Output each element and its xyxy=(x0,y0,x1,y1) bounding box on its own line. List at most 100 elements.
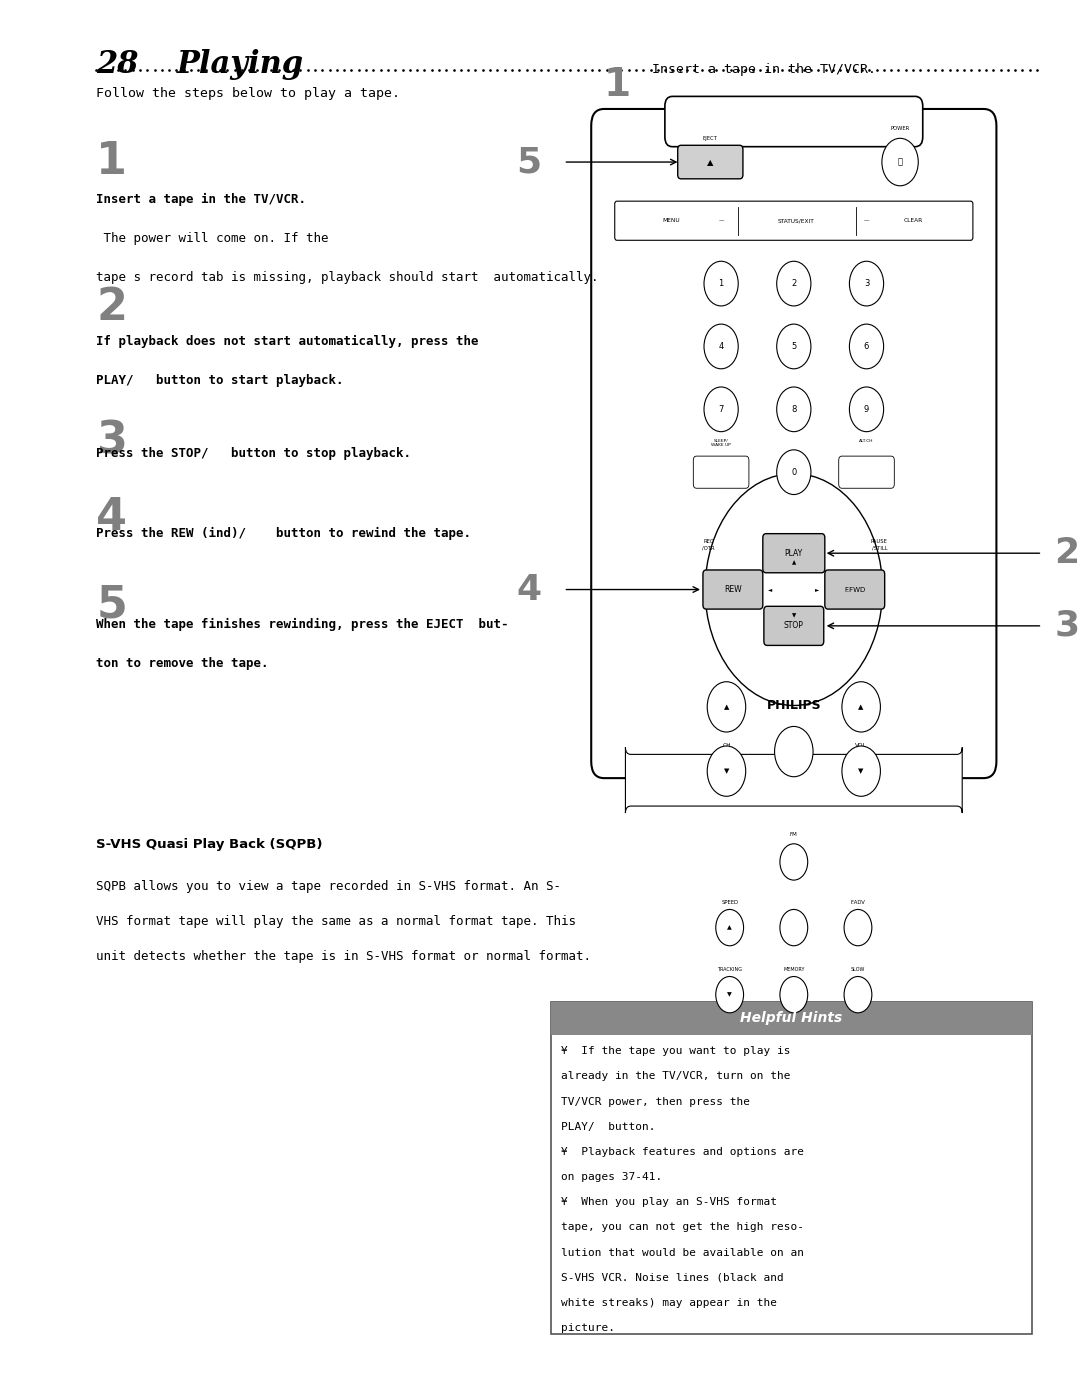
Text: CLEAR: CLEAR xyxy=(904,218,923,224)
Text: PAUSE
/STILL: PAUSE /STILL xyxy=(870,539,888,550)
Text: 4: 4 xyxy=(96,496,127,539)
Text: 3: 3 xyxy=(864,279,869,288)
Text: Playing: Playing xyxy=(176,49,303,80)
Text: MENU: MENU xyxy=(662,218,679,224)
Text: PHILIPS: PHILIPS xyxy=(767,700,821,712)
FancyBboxPatch shape xyxy=(693,455,748,488)
Text: ¥  When you play an S-VHS format: ¥ When you play an S-VHS format xyxy=(562,1197,778,1207)
Text: ALT.CH: ALT.CH xyxy=(860,439,874,443)
Circle shape xyxy=(774,726,813,777)
Text: 9: 9 xyxy=(864,405,869,414)
Text: ▼: ▼ xyxy=(724,768,729,774)
Text: EJECT: EJECT xyxy=(703,136,718,141)
Text: 5: 5 xyxy=(516,145,542,179)
Text: 3: 3 xyxy=(1054,609,1080,643)
Text: SQPB allows you to view a tape recorded in S-VHS format. An S-: SQPB allows you to view a tape recorded … xyxy=(96,880,562,893)
Text: ▲: ▲ xyxy=(724,704,729,710)
Text: VHS format tape will play the same as a normal format tape. This: VHS format tape will play the same as a … xyxy=(96,915,577,928)
FancyBboxPatch shape xyxy=(678,145,743,179)
Text: S-VHS Quasi Play Back (SQPB): S-VHS Quasi Play Back (SQPB) xyxy=(96,838,323,851)
Text: 1: 1 xyxy=(718,279,724,288)
FancyBboxPatch shape xyxy=(825,570,885,609)
Text: ▲: ▲ xyxy=(859,704,864,710)
Text: If playback does not start automatically, press the: If playback does not start automatically… xyxy=(96,335,478,348)
Circle shape xyxy=(704,261,739,306)
Text: Insert a tape in the TV/VCR.: Insert a tape in the TV/VCR. xyxy=(652,63,876,75)
Text: PLAY/  button.: PLAY/ button. xyxy=(562,1122,656,1132)
FancyBboxPatch shape xyxy=(764,606,824,645)
Text: 8: 8 xyxy=(792,405,797,414)
Text: 5: 5 xyxy=(96,584,127,627)
Text: ▲: ▲ xyxy=(727,925,732,930)
Circle shape xyxy=(777,387,811,432)
FancyBboxPatch shape xyxy=(551,1002,1031,1334)
Text: STATUS/EXIT: STATUS/EXIT xyxy=(778,218,814,224)
Text: SLEEP/
WAKE UP: SLEEP/ WAKE UP xyxy=(712,439,731,447)
FancyBboxPatch shape xyxy=(839,455,894,488)
Text: MUTE: MUTE xyxy=(786,781,801,787)
Text: FM: FM xyxy=(789,831,798,837)
Text: 2: 2 xyxy=(96,286,127,330)
Circle shape xyxy=(849,261,883,306)
Text: Press the REW (ind)/    button to rewind the tape.: Press the REW (ind)/ button to rewind th… xyxy=(96,527,471,539)
Text: 2: 2 xyxy=(1054,536,1080,570)
Text: ▲: ▲ xyxy=(792,560,796,566)
Text: SPEED: SPEED xyxy=(721,900,738,905)
Text: 1: 1 xyxy=(604,66,631,103)
Text: tape, you can not get the high reso-: tape, you can not get the high reso- xyxy=(562,1222,805,1232)
Text: unit detects whether the tape is in S-VHS format or normal format.: unit detects whether the tape is in S-VH… xyxy=(96,950,591,963)
Circle shape xyxy=(780,909,808,946)
Circle shape xyxy=(716,909,743,946)
Text: tape s record tab is missing, playback should start  automatically.: tape s record tab is missing, playback s… xyxy=(96,271,598,284)
Circle shape xyxy=(845,977,872,1013)
Text: 5: 5 xyxy=(792,342,796,351)
FancyBboxPatch shape xyxy=(625,747,962,813)
Text: Helpful Hints: Helpful Hints xyxy=(740,1011,842,1025)
Circle shape xyxy=(704,387,739,432)
Circle shape xyxy=(777,450,811,495)
Circle shape xyxy=(777,261,811,306)
Text: CH: CH xyxy=(723,743,731,749)
Text: ►: ► xyxy=(815,587,820,592)
Text: ¥  Playback features and options are: ¥ Playback features and options are xyxy=(562,1147,805,1157)
FancyBboxPatch shape xyxy=(615,201,973,240)
Text: POWER: POWER xyxy=(890,126,909,131)
Text: F.ADV: F.ADV xyxy=(851,900,865,905)
Text: ◄: ◄ xyxy=(768,587,772,592)
Text: 4: 4 xyxy=(516,573,542,606)
Text: 4: 4 xyxy=(718,342,724,351)
Text: VOL: VOL xyxy=(855,743,867,749)
Circle shape xyxy=(705,474,882,705)
Text: ton to remove the tape.: ton to remove the tape. xyxy=(96,657,269,669)
Circle shape xyxy=(842,746,880,796)
Text: —: — xyxy=(864,218,869,224)
Text: Insert a tape in the TV/VCR.: Insert a tape in the TV/VCR. xyxy=(96,193,307,205)
Text: Press the STOP/   button to stop playback.: Press the STOP/ button to stop playback. xyxy=(96,447,411,460)
Text: TV/VCR power, then press the: TV/VCR power, then press the xyxy=(562,1097,751,1106)
Text: 0: 0 xyxy=(792,468,796,476)
Text: white streaks) may appear in the: white streaks) may appear in the xyxy=(562,1298,778,1308)
Bar xyxy=(551,1002,1031,1035)
Text: 2: 2 xyxy=(792,279,796,288)
Circle shape xyxy=(707,682,745,732)
Text: lution that would be available on an: lution that would be available on an xyxy=(562,1248,805,1257)
Text: STOP: STOP xyxy=(784,622,804,630)
Circle shape xyxy=(882,138,918,186)
Text: 1: 1 xyxy=(96,140,127,183)
Circle shape xyxy=(704,324,739,369)
Circle shape xyxy=(849,387,883,432)
Text: 6: 6 xyxy=(864,342,869,351)
Circle shape xyxy=(780,844,808,880)
Text: ▼: ▼ xyxy=(727,992,732,997)
Text: When the tape finishes rewinding, press the EJECT  but-: When the tape finishes rewinding, press … xyxy=(96,617,509,630)
Text: The power will come on. If the: The power will come on. If the xyxy=(96,232,328,244)
Circle shape xyxy=(707,746,745,796)
Text: 7: 7 xyxy=(718,405,724,414)
Text: REC
/OTR: REC /OTR xyxy=(702,539,715,550)
Text: PLAY: PLAY xyxy=(785,549,802,557)
Circle shape xyxy=(845,909,872,946)
Circle shape xyxy=(780,977,808,1013)
Text: already in the TV/VCR, turn on the: already in the TV/VCR, turn on the xyxy=(562,1071,791,1081)
Text: MEMORY: MEMORY xyxy=(783,967,805,972)
FancyBboxPatch shape xyxy=(591,109,997,778)
